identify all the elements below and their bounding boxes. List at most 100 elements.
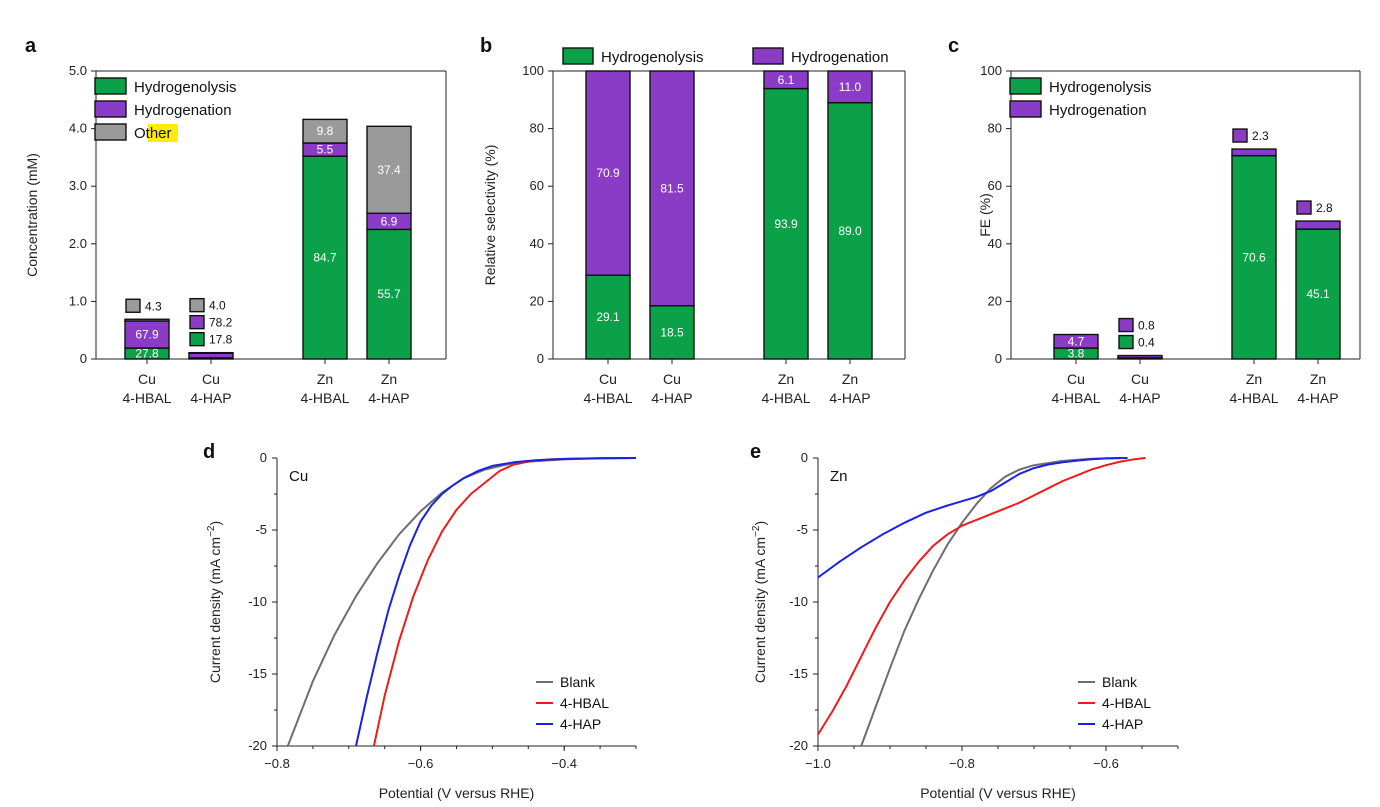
legend: Blank 4-HBAL 4-HAP [1078, 674, 1151, 732]
data-label-hydrogenolysis: 3.8 [1068, 347, 1085, 361]
label-swatch-hydrogenation [1296, 200, 1312, 215]
data-label-hydrogenation: 0.8 [1138, 319, 1155, 333]
data-label-hydrogenation: 5.5 [317, 143, 334, 157]
y-tick-label: 3.0 [69, 178, 87, 193]
x-tick-label-line: Zn [381, 371, 397, 387]
bar-hydrogenation-3 [1231, 148, 1277, 157]
bar-hydrogenolysis-4 [827, 101, 873, 360]
legend-swatch-hydrogenolysis [94, 77, 127, 95]
legend-label-4-hap: 4-HAP [1102, 716, 1143, 732]
y-axis-title-end: ) [207, 521, 223, 526]
legend-label-hydrogenolysis: Hydrogenolysis [1049, 79, 1152, 96]
bar-hydrogenolysis-2 [649, 305, 695, 360]
y-tick-label: 0 [995, 351, 1002, 366]
data-label-hydrogenation: 2.3 [1252, 129, 1269, 143]
legend-label-other: Other [134, 125, 172, 142]
plot-title: Cu [289, 468, 308, 485]
x-tick-label: −1.0 [805, 756, 831, 771]
legend-label-hydrogenation: Hydrogenation [134, 102, 232, 119]
curve-4-hap [817, 457, 1128, 579]
y-tick-label: -5 [255, 522, 267, 537]
y-tick-label: 100 [980, 63, 1002, 78]
data-label-hydrogenation: 4.7 [1068, 334, 1085, 348]
data-label-other: 4.3 [145, 299, 162, 313]
legend-swatch-hydrogenolysis [1009, 77, 1042, 95]
y-tick-label: 80 [988, 121, 1002, 136]
data-label-hydrogenation: 67.9 [135, 328, 159, 342]
data-label-hydrogenation: 11.0 [839, 80, 862, 94]
data-label-hydrogenolysis: 84.7 [313, 251, 337, 265]
label-swatch-hydrogenation [1118, 317, 1134, 333]
label-swatch-other [125, 298, 141, 313]
y-tick-label: 60 [530, 178, 544, 193]
y-tick-label: 2.0 [69, 236, 87, 251]
bar-hydrogenation-2 [1117, 354, 1163, 359]
data-label-hydrogenation: 70.9 [596, 166, 620, 180]
x-tick-label: Cu 4-HAP [651, 371, 692, 406]
y-axis-title: Current density (mA cm−2) [751, 521, 768, 683]
x-axis-title: Potential (V versus RHE) [379, 785, 535, 801]
y-tick-label: -15 [789, 666, 808, 681]
data-label-other: 37.4 [377, 163, 401, 177]
x-tick-label-line: 4-HAP [1297, 390, 1338, 406]
x-tick-label-line: Cu [599, 371, 617, 387]
y-axis-title: Concentration (mM) [24, 153, 40, 277]
y-axis-title: Current density (mA cm−2) [206, 521, 223, 683]
legend-swatch-hydrogenation [752, 47, 784, 65]
legend-label-blank: Blank [1102, 674, 1138, 690]
y-tick-label: -15 [248, 666, 267, 681]
x-tick-label: −0.6 [1093, 756, 1119, 771]
x-tick-label: −0.8 [949, 756, 975, 771]
x-tick-label-line: Cu [1131, 371, 1149, 387]
y-tick-label: 1.0 [69, 293, 87, 308]
x-tick-label-line: 4-HBAL [1051, 390, 1100, 406]
x-tick-label-line: Zn [842, 371, 858, 387]
y-tick-label: -5 [796, 522, 808, 537]
y-tick-label: -20 [248, 738, 267, 753]
panel-c-bar-chart: c 0 20 40 60 80 100 FE (%) Cu 4-HBAL Cu 4-HAP Zn 4-HB… [948, 35, 1361, 406]
x-tick-label: Cu 4-HBAL [583, 371, 632, 406]
x-tick-label-line: Cu [138, 371, 156, 387]
y-tick-label: 0 [537, 351, 544, 366]
x-tick-label-line: 4-HAP [368, 390, 409, 406]
y-tick-label: 5.0 [69, 63, 87, 78]
curve-4-hbal [817, 457, 1146, 736]
legend: Hydrogenolysis Hydrogenation Other [94, 77, 237, 142]
legend-swatch-hydrogenation [94, 100, 127, 118]
x-tick-label-line: 4-HBAL [1229, 390, 1278, 406]
x-tick-label-line: Zn [1246, 371, 1262, 387]
x-tick-label-line: 4-HAP [190, 390, 231, 406]
y-tick-label: -10 [789, 594, 808, 609]
y-tick-label: 40 [530, 236, 544, 251]
x-tick-label-line: 4-HAP [1119, 390, 1160, 406]
bar-hydrogenation-1 [1053, 333, 1099, 349]
x-tick-label-line: 4-HAP [829, 390, 870, 406]
y-tick-label: 4.0 [69, 121, 87, 136]
bar-hydrogenolysis-3 [763, 87, 809, 360]
bar-hydrogenation-4 [827, 70, 873, 104]
x-tick-label: −0.8 [264, 756, 290, 771]
x-tick-label-line: Cu [663, 371, 681, 387]
x-tick-label-line: Zn [317, 371, 333, 387]
data-label-hydrogenolysis: 0.4 [1138, 336, 1155, 350]
x-tick-label-line: Cu [202, 371, 220, 387]
data-label-other: 9.8 [317, 124, 334, 138]
x-tick-label: Zn 4-HBAL [761, 371, 810, 406]
bar-hydrogenation-2 [649, 70, 695, 307]
y-tick-label: 20 [530, 293, 544, 308]
x-tick-label: Cu 4-HAP [1119, 371, 1160, 406]
y-tick-label: 0 [801, 450, 808, 465]
data-label-hydrogenation: 2.8 [1316, 201, 1333, 215]
x-tick-label-line: 4-HBAL [583, 390, 632, 406]
bar-other-2 [188, 351, 234, 354]
data-label-hydrogenolysis: 89.0 [838, 224, 862, 238]
bar-other-1 [124, 318, 170, 322]
x-tick-label: −0.6 [408, 756, 434, 771]
x-tick-label: Zn 4-HAP [829, 371, 870, 406]
legend-label-4-hbal: 4-HBAL [1102, 695, 1151, 711]
y-tick-label: -20 [789, 738, 808, 753]
bar-hydrogenolysis-3 [1231, 154, 1277, 360]
legend-label-blank: Blank [560, 674, 596, 690]
label-swatch-other [189, 297, 205, 313]
